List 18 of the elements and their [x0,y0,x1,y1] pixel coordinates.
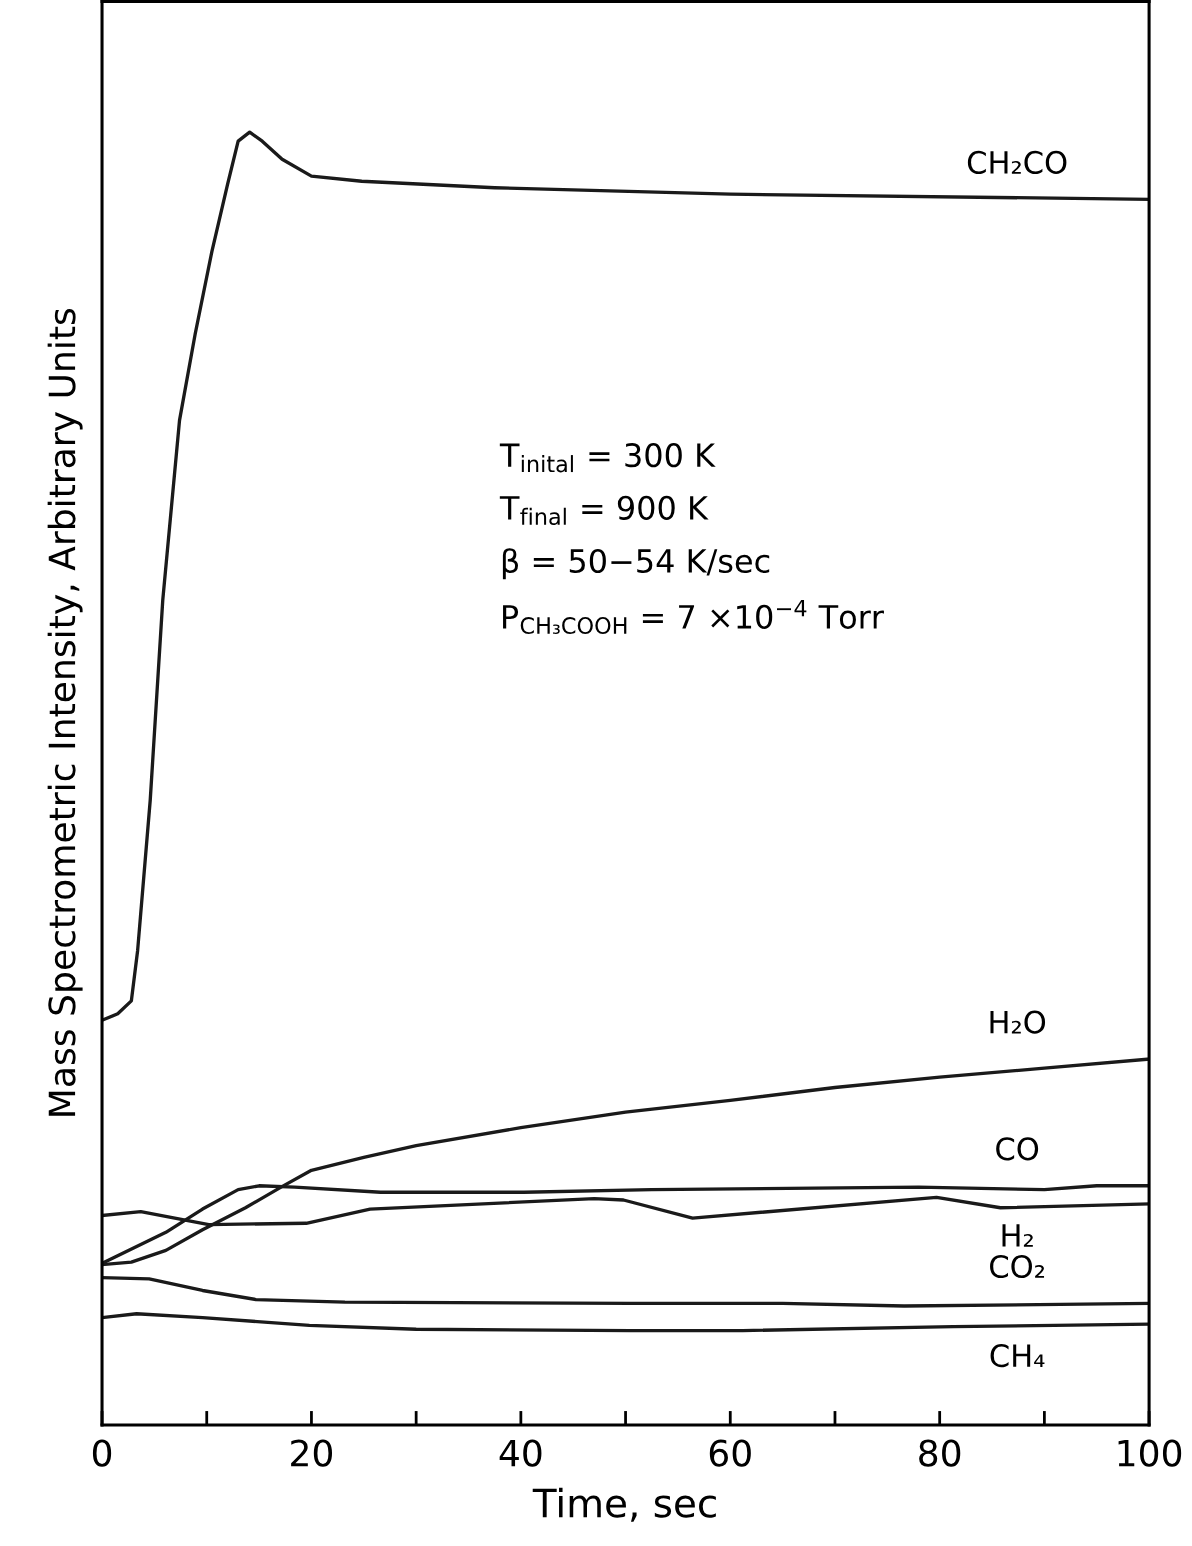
series-label: H₂ [1002,1224,1033,1247]
series-label: CO₂ [990,1254,1045,1279]
annotation: P$_{CH₃COOH}$ = 7 ×10$^{−4}$ Torr [503,599,884,634]
annotation: β = 50−54 K/sec [502,548,770,580]
x-axis-title: Time, sec [532,1487,716,1522]
x-tick-label: 60 [709,1439,751,1467]
x-tick-label: 20 [291,1439,333,1467]
series-label: CO [996,1137,1039,1161]
annotation: T$_{inital}$ = 300 K [499,443,716,473]
y-axis-title: Mass Spectrometric Intensity, Arbitrary Units [47,308,83,1116]
series-label: CH₂CO [967,150,1067,174]
series-label: H₂O [990,1010,1046,1034]
series-label: CH₄ [990,1344,1045,1368]
annotation: T$_{final}$ = 900 K [499,495,709,526]
x-tick-label: 100 [1118,1439,1182,1467]
x-tick-label: 0 [92,1439,112,1467]
x-tick-label: 80 [919,1439,961,1467]
x-tick-label: 40 [499,1439,542,1467]
